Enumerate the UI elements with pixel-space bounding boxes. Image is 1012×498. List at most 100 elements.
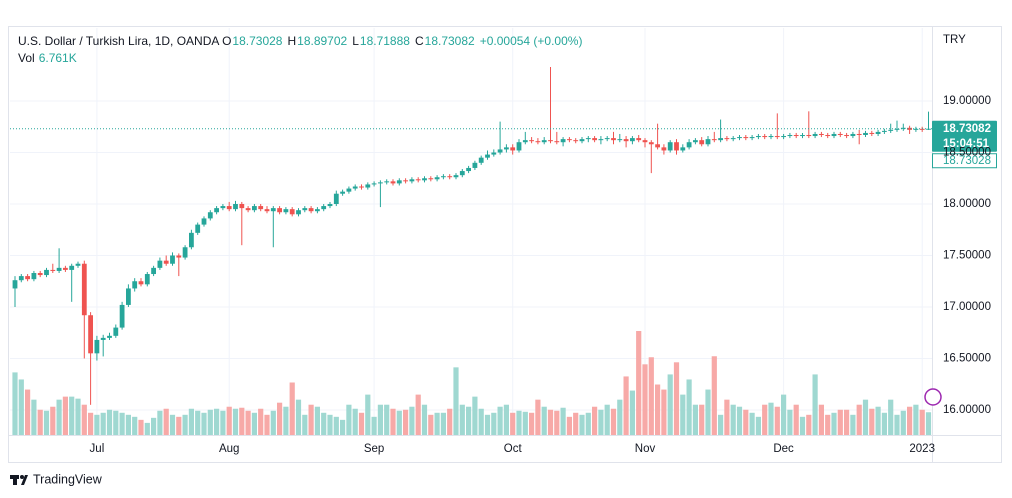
candle-body bbox=[504, 147, 509, 150]
volume-bar bbox=[692, 404, 698, 435]
countdown-label: 15:04:51 bbox=[943, 138, 990, 150]
ohlc-value: 18.73028 bbox=[232, 34, 283, 48]
candle-body bbox=[245, 208, 251, 211]
volume-bar bbox=[604, 404, 610, 435]
candle-body bbox=[850, 133, 856, 137]
candle-body bbox=[333, 193, 339, 205]
candle-body bbox=[113, 327, 119, 336]
price-tags: 18.73082 15:04:51 18.73028 bbox=[932, 120, 997, 169]
candle-body bbox=[863, 132, 868, 136]
volume-bar bbox=[50, 406, 56, 435]
bid-price-label: 18.73028 bbox=[943, 155, 991, 167]
candle-body bbox=[497, 149, 503, 153]
candle-body bbox=[302, 208, 308, 211]
volume-bar bbox=[875, 406, 881, 435]
ohlc-value: 18.71888 bbox=[359, 34, 410, 48]
candle-body bbox=[63, 267, 68, 270]
volume-bar bbox=[384, 404, 390, 435]
candle-body bbox=[119, 304, 125, 328]
volume-bar bbox=[629, 390, 635, 435]
candle-body bbox=[642, 140, 648, 143]
candle-body bbox=[151, 267, 156, 275]
candle-body bbox=[94, 339, 100, 354]
candle-body bbox=[25, 276, 30, 280]
volume-bar bbox=[919, 409, 925, 435]
candle-body bbox=[396, 180, 402, 184]
grid bbox=[10, 28, 932, 435]
candle-body bbox=[195, 224, 201, 233]
volume-bar bbox=[31, 399, 37, 435]
volume-bar bbox=[818, 404, 824, 435]
volume-bar bbox=[157, 410, 163, 435]
volume-bar bbox=[106, 409, 113, 435]
bid-price-tag bbox=[932, 153, 997, 169]
candle-body bbox=[107, 335, 112, 338]
volume-bar bbox=[396, 410, 402, 435]
last-price-label: 18.73082 bbox=[943, 123, 991, 135]
candle-body bbox=[144, 274, 150, 285]
volume-bar bbox=[724, 399, 730, 435]
event-marker bbox=[924, 388, 942, 406]
ohlc-key: L bbox=[352, 34, 359, 48]
x-tick-label: Jul bbox=[90, 443, 105, 455]
candle-body bbox=[252, 206, 257, 211]
candle-body bbox=[132, 281, 138, 289]
volume-bar bbox=[371, 416, 377, 435]
volume-bar bbox=[163, 408, 169, 435]
volume-bar bbox=[18, 379, 24, 435]
candle-body bbox=[308, 208, 314, 212]
volume-bar bbox=[762, 404, 768, 435]
candle-body bbox=[913, 128, 919, 130]
volume-bar bbox=[547, 409, 554, 435]
volume-bar bbox=[642, 364, 648, 435]
candle-body bbox=[44, 269, 49, 276]
candle-body bbox=[718, 138, 723, 141]
candle-body bbox=[825, 135, 831, 137]
volume-bar bbox=[232, 408, 239, 435]
volume-bar bbox=[75, 398, 81, 435]
symbol-name: U.S. Dollar / Turkish Lira, 1D, OANDA bbox=[18, 34, 219, 48]
volume-bar bbox=[220, 410, 226, 435]
candle-body bbox=[756, 136, 761, 138]
volume-bar bbox=[340, 419, 346, 435]
volume-bar bbox=[459, 404, 465, 435]
candle-body bbox=[466, 167, 471, 172]
candle-body bbox=[384, 181, 390, 183]
candle-body bbox=[560, 139, 566, 143]
candle-body bbox=[378, 182, 383, 184]
volume-bar bbox=[522, 411, 528, 435]
candle-body bbox=[75, 263, 81, 266]
candle-layer bbox=[10, 67, 932, 405]
candle-body bbox=[510, 147, 516, 151]
volume-bar bbox=[270, 410, 276, 435]
volume-bar bbox=[913, 404, 919, 435]
volume-bar bbox=[321, 412, 327, 435]
volume-bar bbox=[132, 416, 138, 435]
candle-body bbox=[875, 131, 881, 134]
candle-body bbox=[573, 140, 579, 142]
candle-body bbox=[365, 184, 371, 188]
candle-body bbox=[428, 178, 434, 180]
volume-bar bbox=[144, 422, 150, 435]
candle-body bbox=[327, 204, 333, 207]
ohlc-key: O bbox=[222, 34, 232, 48]
candle-body bbox=[705, 139, 711, 145]
volume-legend: Vol 6.761K bbox=[18, 51, 82, 65]
candle-body bbox=[667, 142, 673, 151]
volume-bar bbox=[736, 406, 743, 435]
volume-bar bbox=[226, 406, 232, 435]
candle-body bbox=[18, 276, 24, 281]
volume-bar bbox=[610, 408, 617, 435]
volume-bar bbox=[447, 408, 453, 435]
candle-body bbox=[919, 128, 925, 130]
volume-bar bbox=[510, 412, 516, 435]
volume-bar bbox=[453, 367, 459, 435]
volume-bar bbox=[881, 412, 887, 435]
candle-body bbox=[50, 269, 56, 271]
volume-bar bbox=[421, 404, 428, 435]
candle-body bbox=[907, 127, 912, 130]
volume-bar bbox=[484, 414, 491, 435]
volume-bar bbox=[516, 410, 522, 435]
candle-body bbox=[207, 212, 213, 219]
candle-body bbox=[415, 179, 421, 181]
